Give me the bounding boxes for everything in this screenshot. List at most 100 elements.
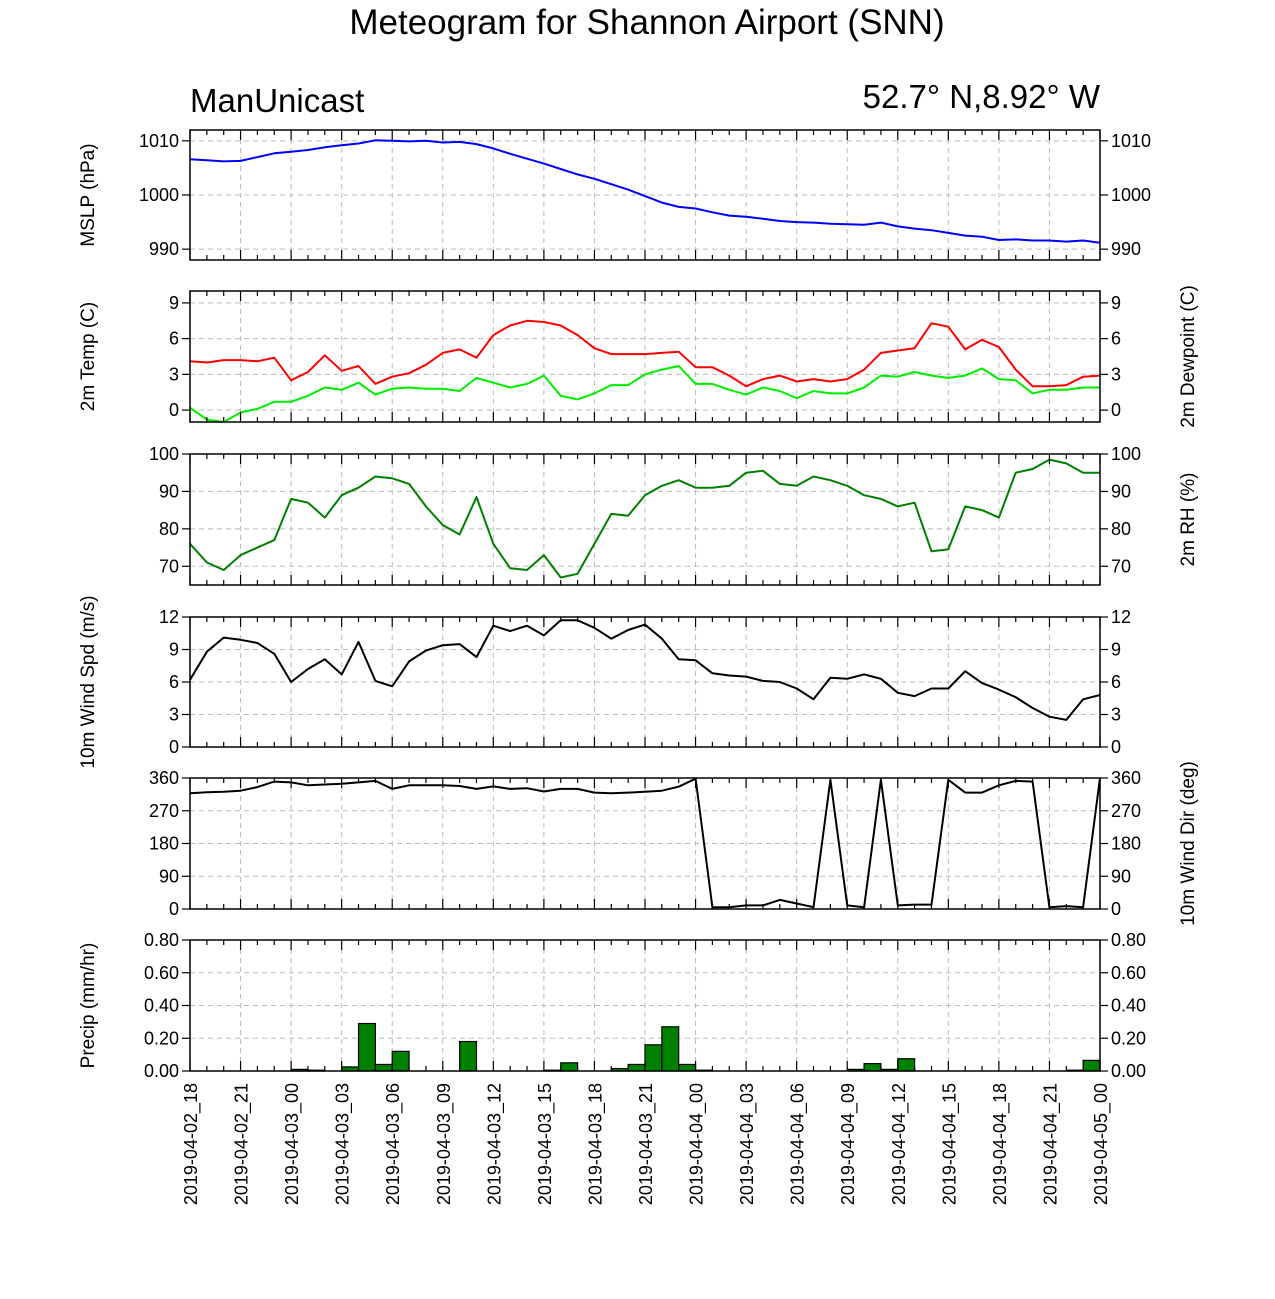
y-tick-label-left: 0 <box>169 400 179 420</box>
precip-bar <box>560 1062 579 1072</box>
x-tick-label: 2019-04-03_03 <box>333 1083 354 1205</box>
location-label: 52.7° N,8.92° W <box>863 78 1101 115</box>
y-tick-label-right: 12 <box>1111 607 1131 627</box>
y-tick-label-right: 0 <box>1111 899 1121 919</box>
x-tick-label: 2019-04-03_15 <box>535 1083 556 1205</box>
panel-mslp: 990 990 1000 1000 1010 1010 MSLP (hPa) <box>78 129 1151 261</box>
y-tick-label-left: 0.60 <box>144 963 179 983</box>
x-tick-label: 2019-04-03_18 <box>585 1083 606 1205</box>
y-tick-label-right: 990 <box>1111 239 1141 259</box>
rh-series-line-0 <box>189 458 1100 579</box>
x-tick-label: 2019-04-03_12 <box>484 1083 505 1205</box>
temp-series-line-0 <box>189 319 1101 388</box>
precip-bar <box>357 1022 376 1072</box>
y-tick-label-left: 990 <box>149 239 179 259</box>
panel-precip: 0.00 0.00 0.20 0.20 0.40 0.40 0.60 0.60 0.80 0.80… <box>78 930 1146 1081</box>
precip-bar <box>678 1063 697 1072</box>
precip-bar <box>627 1063 646 1072</box>
precip-bar <box>459 1040 478 1072</box>
x-tick-label: 2019-04-04_00 <box>687 1083 708 1205</box>
panel-wdir: 0 0 90 90 180 180 270 270 360 360 10m Wind Dir (de… <box>149 761 1199 926</box>
y-tick-label-left: 80 <box>159 519 179 539</box>
x-tick-label: 2019-04-04_18 <box>990 1083 1011 1205</box>
y-tick-label-left: 0 <box>169 899 179 919</box>
wspd-ylabel-left: 10m Wind Spd (m/s) <box>78 595 99 768</box>
temp-ylabel-left: 2m Temp (C) <box>78 302 99 411</box>
x-tick-label: 2019-04-04_03 <box>737 1083 758 1205</box>
precip-bar <box>863 1063 882 1072</box>
y-tick-label-left: 270 <box>149 801 179 821</box>
y-tick-label-right: 6 <box>1111 672 1121 692</box>
x-tick-label: 2019-04-04_09 <box>838 1083 859 1205</box>
y-tick-label-right: 0.00 <box>1111 1061 1146 1081</box>
x-tick-label: 2019-04-03_00 <box>282 1083 303 1205</box>
temp-ylabel-right: 2m Dewpoint (C) <box>1178 285 1199 428</box>
y-tick-label-left: 70 <box>159 556 179 576</box>
x-tick-label: 2019-04-02_18 <box>181 1083 202 1205</box>
y-tick-label-right: 0.20 <box>1111 1028 1146 1048</box>
y-tick-label-left: 0 <box>169 737 179 757</box>
y-tick-label-left: 0.40 <box>144 996 179 1016</box>
y-tick-label-right: 3 <box>1111 705 1121 725</box>
y-tick-label-left: 3 <box>169 705 179 725</box>
precip-bar <box>1082 1059 1101 1072</box>
rh-ylabel-right: 2m RH (%) <box>1178 473 1199 567</box>
y-tick-label-left: 1010 <box>139 131 179 151</box>
x-tick-label: 2019-04-05_00 <box>1091 1083 1112 1205</box>
y-tick-label-right: 360 <box>1111 768 1141 788</box>
x-tick-label: 2019-04-04_06 <box>788 1083 809 1205</box>
precip-bar <box>391 1050 410 1072</box>
y-tick-label-right: 270 <box>1111 801 1141 821</box>
y-tick-label-left: 90 <box>159 481 179 501</box>
precip-bar <box>374 1063 393 1072</box>
precip-bar <box>897 1058 916 1072</box>
y-tick-label-right: 100 <box>1111 444 1141 464</box>
y-tick-label-right: 0 <box>1111 400 1121 420</box>
y-tick-label-left: 0.80 <box>144 930 179 950</box>
y-tick-label-right: 70 <box>1111 556 1131 576</box>
y-tick-label-left: 9 <box>169 640 179 660</box>
precip-ylabel-left: Precip (mm/hr) <box>78 943 99 1069</box>
y-tick-label-left: 9 <box>169 293 179 313</box>
y-tick-label-right: 1000 <box>1111 185 1151 205</box>
y-tick-label-right: 0.60 <box>1111 963 1146 983</box>
chart-title: Meteogram for Shannon Airport (SNN) <box>349 3 944 42</box>
y-tick-label-right: 0.80 <box>1111 930 1146 950</box>
y-tick-label-left: 180 <box>149 834 179 854</box>
y-tick-label-left: 6 <box>169 672 179 692</box>
panel-rh: 70 70 80 80 90 90 100 100 2m RH (%) <box>149 444 1199 586</box>
y-tick-label-right: 6 <box>1111 329 1121 349</box>
y-tick-label-right: 0.40 <box>1111 996 1146 1016</box>
panel-wspd: 0 0 3 3 6 6 9 9 12 12 10m Wind Spd (m/s) <box>78 595 1131 768</box>
x-tick-label: 2019-04-04_21 <box>1040 1083 1061 1205</box>
x-tick-label: 2019-04-03_06 <box>383 1083 404 1205</box>
x-tick-label: 2019-04-04_12 <box>889 1083 910 1205</box>
y-tick-label-left: 0.20 <box>144 1028 179 1048</box>
y-tick-label-right: 90 <box>1111 481 1131 501</box>
x-tick-label: 2019-04-03_21 <box>636 1083 657 1205</box>
y-tick-label-left: 1000 <box>139 185 179 205</box>
x-axis: 2019-04-02_18 2019-04-02_21 2019-04-03_00 2… <box>181 1083 1112 1205</box>
precip-bar <box>661 1026 680 1072</box>
model-label: ManUnicast <box>190 82 364 119</box>
y-tick-label-left: 100 <box>149 444 179 464</box>
y-tick-label-left: 90 <box>159 866 179 886</box>
y-tick-label-left: 12 <box>159 607 179 627</box>
y-tick-label-right: 9 <box>1111 640 1121 660</box>
y-tick-label-left: 3 <box>169 364 179 384</box>
panel-temp: 0 0 3 3 6 6 9 9 2m Temp (C) 2m Dewpoint (C) <box>78 285 1199 428</box>
y-tick-label-right: 3 <box>1111 364 1121 384</box>
y-tick-label-right: 90 <box>1111 866 1131 886</box>
y-tick-label-right: 80 <box>1111 519 1131 539</box>
y-tick-label-left: 360 <box>149 768 179 788</box>
y-tick-label-left: 0.00 <box>144 1061 179 1081</box>
x-tick-label: 2019-04-04_15 <box>939 1083 960 1205</box>
x-tick-label: 2019-04-03_09 <box>434 1083 455 1205</box>
wdir-ylabel-right: 10m Wind Dir (deg) <box>1178 761 1199 926</box>
y-tick-label-right: 1010 <box>1111 131 1151 151</box>
x-tick-label: 2019-04-02_21 <box>232 1083 253 1205</box>
y-tick-label-right: 180 <box>1111 834 1141 854</box>
mslp-ylabel-left: MSLP (hPa) <box>78 143 99 246</box>
